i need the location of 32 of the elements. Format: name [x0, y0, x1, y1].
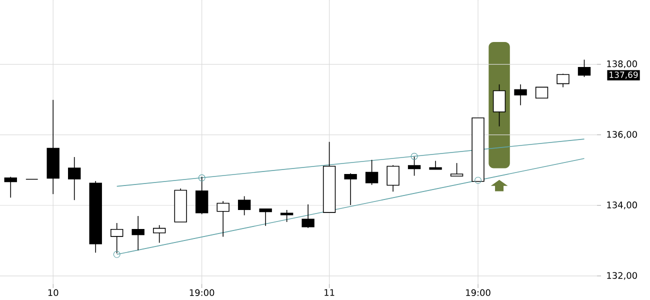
candlestick: [68, 156, 81, 200]
x-tick-label: 19:00: [190, 289, 214, 296]
candlestick: [280, 210, 294, 222]
y-tick-label: 132,00: [607, 272, 637, 280]
candlestick: [195, 176, 208, 215]
text: 137,69: [610, 72, 638, 79]
candlestick: [344, 172, 357, 206]
candlestick: [238, 196, 251, 216]
candlestick: [302, 204, 314, 228]
candlestick: [514, 84, 527, 106]
candlestick: [535, 86, 548, 99]
x-tick-label: 11: [324, 289, 334, 296]
y-tick-label: 136,00: [607, 130, 637, 139]
point: [474, 176, 482, 184]
candlestick: [216, 200, 230, 238]
candlestick: [556, 73, 570, 88]
x-tick-label: 19:00: [466, 289, 490, 296]
candlestick: [4, 176, 17, 198]
candlestick: [152, 224, 166, 244]
candlestick: [450, 162, 464, 176]
candlestick: [132, 216, 144, 251]
x-tick-label: 10: [48, 289, 58, 296]
candlestick: [492, 84, 506, 127]
y-tick-label: 138,00: [607, 60, 637, 68]
point: [198, 174, 206, 182]
y-tick-label: 134,00: [607, 202, 637, 210]
point: [113, 250, 120, 258]
candlestick: [578, 59, 591, 78]
candlestick: [365, 159, 378, 186]
candlestick: [259, 208, 272, 226]
candlestick: [386, 164, 400, 192]
point: [410, 152, 418, 160]
